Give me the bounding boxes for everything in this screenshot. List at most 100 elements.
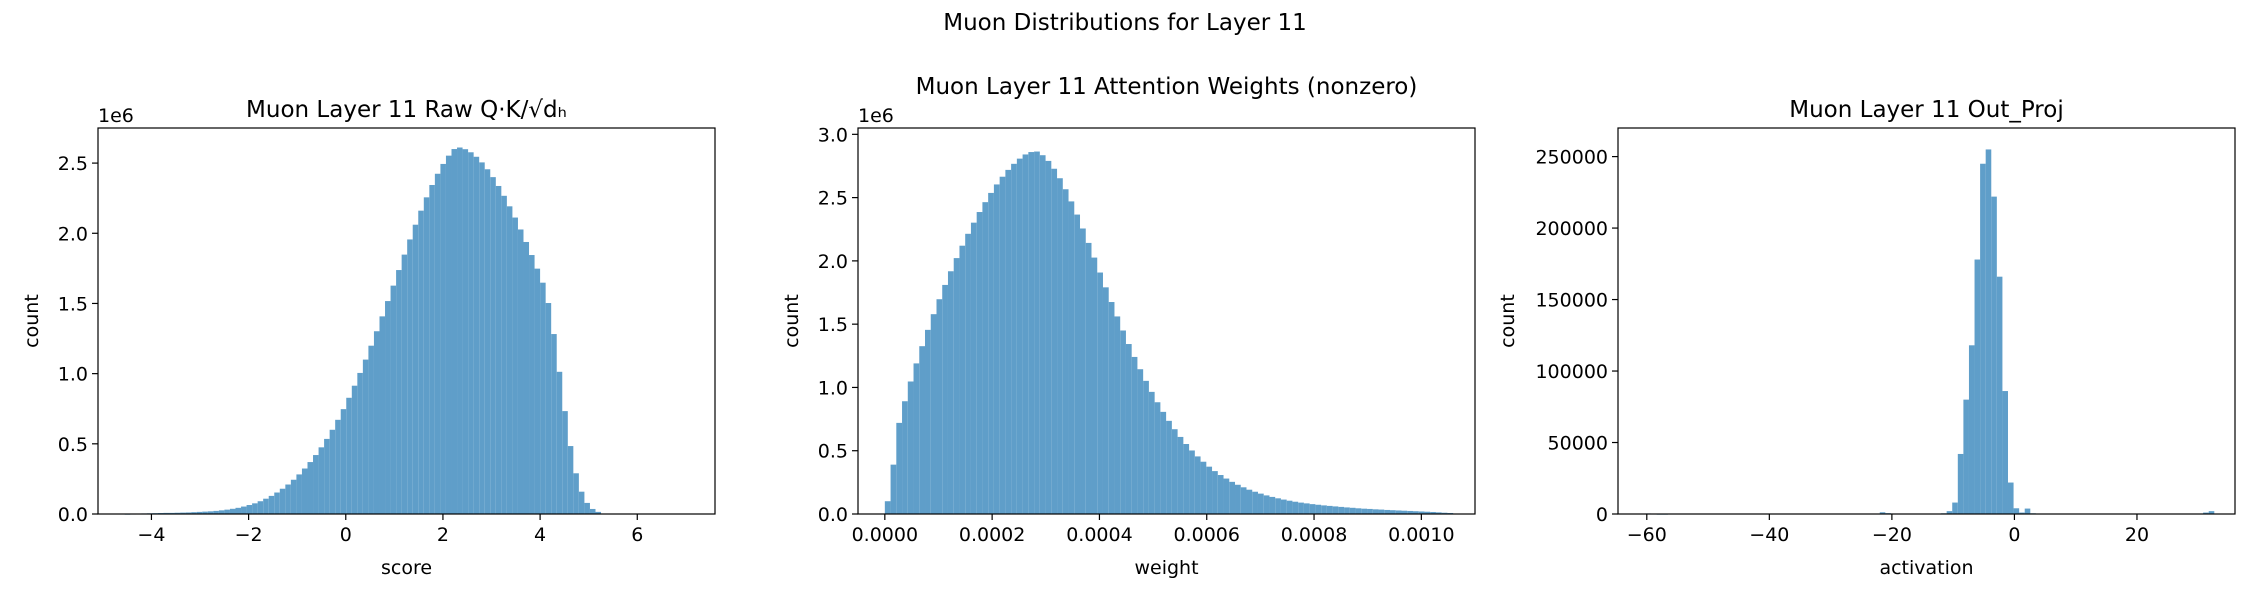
bar <box>942 284 948 514</box>
bar <box>1257 493 1264 514</box>
bar <box>313 455 319 514</box>
bar <box>1206 466 1213 514</box>
bar <box>1338 506 1345 514</box>
bar <box>279 488 286 514</box>
bar <box>429 184 435 515</box>
bar <box>584 502 590 514</box>
bar <box>2208 511 2215 514</box>
axes-frame <box>1617 127 2236 515</box>
bar <box>589 508 596 514</box>
histogram-bars <box>884 151 1454 515</box>
bar <box>180 512 186 514</box>
bar <box>1045 160 1052 514</box>
x-tick-label: 6 <box>631 524 643 546</box>
bar <box>445 155 452 514</box>
bar <box>318 447 325 514</box>
bar <box>235 507 242 514</box>
bar <box>907 381 914 514</box>
bar <box>268 495 275 514</box>
y-tick-label: 1.5 <box>58 293 88 315</box>
bar <box>1952 502 1958 514</box>
bar <box>953 258 960 514</box>
bar <box>1039 155 1046 514</box>
y-tick-label: 150000 <box>1535 290 1608 312</box>
bar <box>412 224 419 514</box>
bar <box>1143 380 1149 514</box>
bar <box>324 438 330 514</box>
bar <box>562 411 568 514</box>
bar <box>1131 356 1138 514</box>
bar <box>947 271 954 514</box>
bar <box>925 329 931 514</box>
bar <box>1114 316 1121 514</box>
y-tick-label: 0.0 <box>58 504 88 526</box>
bar <box>1246 489 1253 514</box>
bar <box>567 446 574 514</box>
y-tick-label: 250000 <box>1535 147 1608 169</box>
x-tick-label: 20 <box>2125 524 2149 546</box>
bar <box>551 334 557 514</box>
bar <box>1441 512 1448 514</box>
subplot-3: −60 −40 −20 0 20 0 50000 100000 150000 200000 2500… <box>1497 97 2236 579</box>
bar <box>468 152 474 514</box>
y-tick-label: 2.5 <box>58 153 88 175</box>
bar <box>1384 509 1391 514</box>
bar <box>241 506 247 514</box>
bar <box>1097 272 1103 514</box>
bar <box>1355 508 1362 514</box>
bar <box>1344 507 1350 514</box>
bar <box>1946 511 1953 514</box>
bar <box>1125 344 1132 514</box>
bar <box>479 162 485 514</box>
bar <box>1963 399 1969 514</box>
bar <box>1991 196 1997 514</box>
bar <box>285 484 291 514</box>
bar <box>1957 453 1964 514</box>
bar <box>307 462 314 514</box>
y-tick-label: 0.0 <box>818 504 848 526</box>
bar <box>1309 504 1316 514</box>
bar <box>340 409 347 514</box>
bar <box>1252 491 1258 514</box>
subplot-title: Muon Layer 11 Raw Q·K/√dₕ <box>246 97 567 123</box>
bar <box>1315 504 1322 514</box>
bar <box>346 397 352 514</box>
y-tick-label: 1.0 <box>58 364 88 386</box>
bar <box>982 202 989 514</box>
bar <box>351 385 358 514</box>
bar <box>2019 512 2025 514</box>
bar <box>506 206 513 514</box>
bar <box>407 239 413 514</box>
bar <box>1028 152 1035 515</box>
bar <box>1240 487 1247 514</box>
bar <box>1011 163 1017 514</box>
bar <box>1091 257 1098 514</box>
y-tick-label: 0 <box>1596 504 1608 526</box>
bar <box>1200 461 1207 514</box>
bar <box>1349 507 1356 514</box>
bar <box>1148 391 1155 514</box>
bar <box>1212 471 1218 514</box>
bar <box>1263 495 1270 514</box>
bar <box>274 492 280 514</box>
y-tick-label: 2.0 <box>818 251 848 273</box>
y-tick-label: 1.0 <box>818 377 848 399</box>
bar <box>578 491 585 514</box>
bar <box>1395 510 1402 514</box>
bar <box>1326 505 1333 514</box>
bar <box>1183 444 1190 514</box>
bar <box>1974 259 1981 514</box>
bar <box>976 212 983 514</box>
bar <box>1980 163 1986 515</box>
bar <box>1418 511 1425 514</box>
y-tick-label: 3.0 <box>818 124 848 146</box>
bar <box>988 192 994 515</box>
bar <box>373 331 380 514</box>
histogram-bars <box>1645 149 2215 515</box>
bar <box>1062 189 1069 514</box>
bar <box>185 512 192 514</box>
bar <box>1160 411 1167 514</box>
bar <box>1189 450 1195 514</box>
bar <box>2013 508 2020 514</box>
